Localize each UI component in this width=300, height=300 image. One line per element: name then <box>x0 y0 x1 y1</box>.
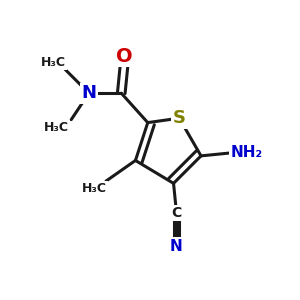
Text: H₃C: H₃C <box>44 122 69 134</box>
Text: N: N <box>81 84 96 102</box>
Text: C: C <box>171 206 182 220</box>
Text: NH₂: NH₂ <box>231 146 263 160</box>
Text: H₃C: H₃C <box>82 182 107 195</box>
Text: S: S <box>173 109 186 127</box>
Text: H₃C: H₃C <box>41 56 66 69</box>
Text: N: N <box>170 238 183 253</box>
Text: O: O <box>116 47 133 66</box>
